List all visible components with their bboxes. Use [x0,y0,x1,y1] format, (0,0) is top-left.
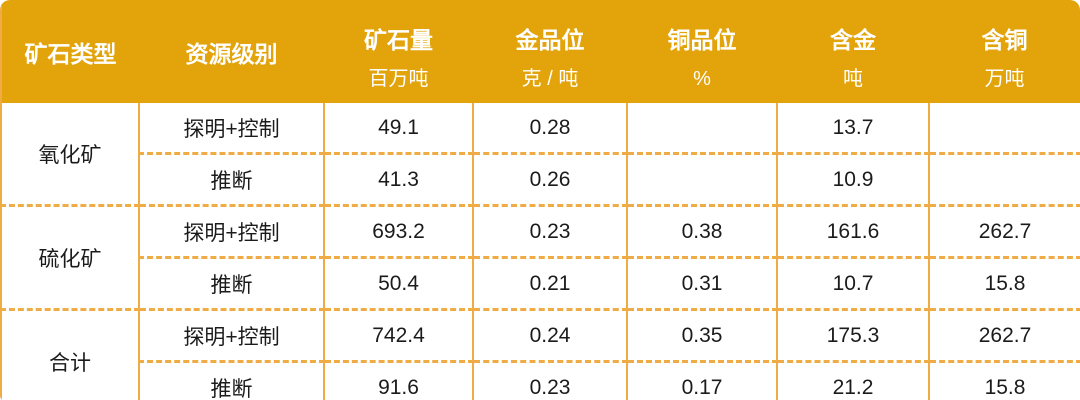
cell-gold-content: 175.3 [776,308,929,362]
header-unit-row: 百万吨 克 / 吨 % 吨 万吨 [1,68,1080,103]
cell-gold-content: 10.7 [776,256,929,310]
cell-ore-amount: 693.2 [323,204,473,258]
cell-gold-grade: 0.28 [472,103,627,154]
header-title-row: 矿石类型 资源级别 矿石量 金品位 铜品位 含金 含铜 [1,0,1080,103]
cell-resource-level: 推断 [138,256,324,310]
cell-gold-grade: 0.23 [472,204,627,258]
cell-gold-grade: 0.26 [472,152,627,206]
cell-copper-grade [626,152,777,206]
cell-copper-grade: 0.35 [626,308,777,362]
table-row: 推断 50.4 0.21 0.31 10.7 15.8 [1,256,1080,310]
cell-copper-content [928,103,1080,154]
group-label-sulfide: 硫化矿 [1,204,139,310]
column-header-gold-content: 含金 [777,0,929,68]
group-label-oxide: 氧化矿 [1,103,139,206]
table-row: 推断 91.6 0.23 0.17 21.2 15.8 [1,360,1080,400]
cell-gold-grade: 0.21 [472,256,627,310]
column-header-ore-amount: 矿石量 [324,0,473,68]
cell-gold-content: 161.6 [776,204,929,258]
cell-copper-content: 262.7 [928,308,1080,362]
cell-copper-grade [626,103,777,154]
cell-copper-grade: 0.17 [626,360,777,400]
table-row: 合计 探明+控制 742.4 0.24 0.35 175.3 262.7 [1,308,1080,400]
column-header-ore-type: 矿石类型 [1,0,139,103]
cell-copper-grade: 0.31 [626,256,777,310]
table-row: 硫化矿 探明+控制 693.2 0.23 0.38 161.6 262.7 [1,204,1080,310]
table-header: 矿石类型 资源级别 矿石量 金品位 铜品位 含金 含铜 百万吨 克 / 吨 % … [1,0,1080,103]
cell-copper-content: 15.8 [928,360,1080,400]
column-header-gold-grade: 金品位 [473,0,627,68]
cell-copper-content: 15.8 [928,256,1080,310]
unit-copper-content: 万吨 [929,68,1080,103]
column-header-resource-level: 资源级别 [139,0,324,103]
unit-gold-content: 吨 [777,68,929,103]
unit-copper-grade: % [627,68,777,103]
cell-gold-grade: 0.24 [472,308,627,362]
cell-ore-amount: 49.1 [323,103,473,154]
cell-resource-level: 推断 [138,152,324,206]
cell-ore-amount: 50.4 [323,256,473,310]
cell-copper-grade: 0.38 [626,204,777,258]
cell-resource-level: 推断 [138,360,324,400]
cell-resource-level: 探明+控制 [138,103,324,154]
cell-copper-content [928,152,1080,206]
cell-resource-level: 探明+控制 [138,308,324,362]
unit-gold-grade: 克 / 吨 [473,68,627,103]
cell-ore-amount: 742.4 [323,308,473,362]
group-label-total: 合计 [1,308,139,400]
column-header-copper-content: 含铜 [929,0,1080,68]
table-body: 氧化矿 探明+控制 49.1 0.28 13.7 推断 41.3 0.26 10… [1,103,1080,400]
table-row: 推断 41.3 0.26 10.9 [1,152,1080,206]
cell-copper-content: 262.7 [928,204,1080,258]
table-row: 氧化矿 探明+控制 49.1 0.28 13.7 [1,103,1080,206]
cell-resource-level: 探明+控制 [138,204,324,258]
cell-ore-amount: 41.3 [323,152,473,206]
cell-ore-amount: 91.6 [323,360,473,400]
cell-gold-content: 21.2 [776,360,929,400]
column-header-copper-grade: 铜品位 [627,0,777,68]
cell-gold-content: 10.9 [776,152,929,206]
cell-gold-content: 13.7 [776,103,929,154]
unit-ore-amount: 百万吨 [324,68,473,103]
cell-gold-grade: 0.23 [472,360,627,400]
